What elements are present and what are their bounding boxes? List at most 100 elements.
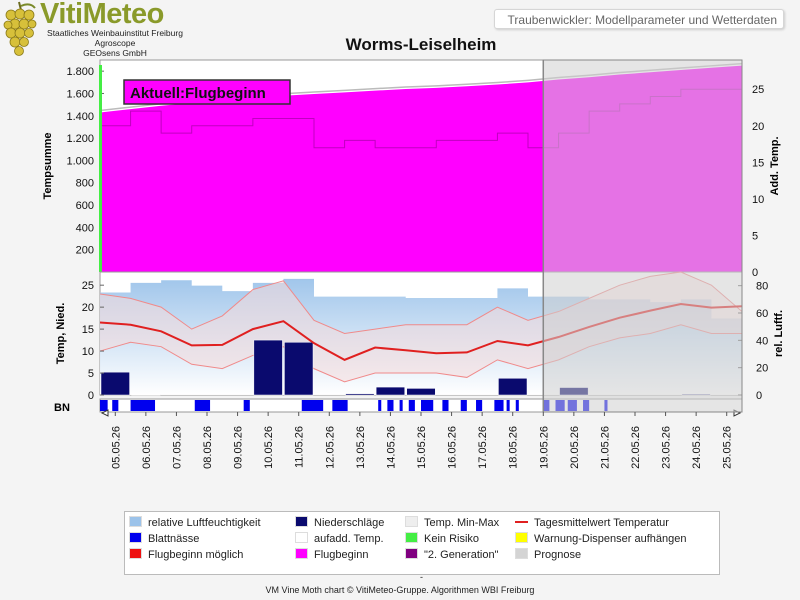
date-label: 15.05.26 — [416, 426, 428, 469]
bottom-left-tick-label: 15 — [82, 324, 94, 336]
precip-bar — [345, 393, 375, 396]
org-line-2: Agroscope — [94, 38, 136, 48]
scroll-left-arrow — [100, 409, 109, 417]
precip-bar — [375, 386, 405, 396]
precip-bar — [498, 378, 528, 396]
date-label: 21.05.26 — [599, 426, 611, 469]
legend-label: Prognose — [534, 549, 582, 561]
legend-swatch — [515, 521, 528, 523]
date-label: 13.05.26 — [355, 426, 367, 469]
footer-credit: VM Vine Moth chart © VitiMeteo-Gruppe. A… — [265, 585, 535, 595]
legend-swatch — [129, 516, 142, 527]
legend-item: Warnung-Dispenser aufhängen — [515, 532, 686, 546]
top-left-tick-label: 1.400 — [66, 111, 94, 123]
top-left-axis-label: Tempsumme — [42, 132, 54, 199]
kein-risiko-marker — [99, 65, 102, 272]
legend-swatch — [515, 548, 528, 559]
top-right-tick-label: 5 — [752, 230, 758, 242]
top-left-tick-label: 1.000 — [66, 155, 94, 167]
page-label: Traubenwickler: Modellparameter und Wett… — [494, 9, 784, 29]
date-label: 14.05.26 — [385, 426, 397, 469]
legend-label: Niederschläge — [314, 517, 385, 529]
bottom-right-tick-label: 80 — [756, 281, 768, 293]
date-label: 11.05.26 — [294, 426, 306, 468]
vine-moth-chart: Worms-Leiselheim2004006008001.0001.2001.… — [42, 35, 785, 469]
legend-label: "2. Generation" — [424, 549, 499, 561]
bottom-right-tick-label: 60 — [756, 308, 768, 320]
legend-swatch — [405, 548, 418, 559]
top-left-tick-label: 200 — [76, 245, 94, 257]
leaf-wetness-mark — [378, 400, 382, 411]
legend-label: Kein Risiko — [424, 533, 480, 545]
legend-label: Flugbeginn möglich — [148, 549, 244, 561]
top-left-tick-label: 800 — [76, 178, 94, 190]
bottom-right-tick-label: 40 — [756, 335, 768, 347]
top-right-tick-label: 15 — [752, 157, 764, 169]
date-label: 16.05.26 — [447, 426, 459, 469]
top-right-tick-label: 25 — [752, 84, 764, 96]
legend-swatch — [295, 548, 308, 559]
temp-range-band — [100, 272, 742, 382]
leaf-wetness-mark — [112, 400, 119, 411]
leaf-wetness-mark — [100, 400, 108, 411]
legend-label: Flugbeginn — [314, 549, 369, 561]
date-label: 22.05.26 — [630, 426, 642, 469]
status-label-text: Aktuell:Flugbeginn — [130, 85, 266, 102]
precip-bar — [284, 342, 314, 396]
leaf-wetness-mark — [130, 400, 156, 411]
date-label: 17.05.26 — [477, 426, 489, 469]
leaf-wetness-mark — [494, 400, 504, 411]
leaf-wetness-mark — [399, 400, 403, 411]
bn-label: BN — [54, 402, 70, 414]
date-label: 24.05.26 — [691, 426, 703, 469]
legend-item: aufadd. Temp. — [295, 532, 384, 546]
leaf-wetness-mark — [301, 400, 324, 411]
top-right-tick-label: 20 — [752, 121, 764, 133]
org-line-1: Staatliches Weinbauinstitut Freiburg — [47, 28, 183, 38]
date-label: 25.05.26 — [722, 426, 734, 469]
date-label: 19.05.26 — [538, 426, 550, 469]
top-right-axis-label: Add. Temp. — [769, 136, 781, 195]
leaf-wetness-mark — [515, 400, 519, 411]
top-right-tick-label: 0 — [752, 267, 758, 279]
date-label: 09.05.26 — [233, 426, 245, 469]
legend-swatch — [405, 532, 418, 543]
leaf-wetness-mark — [408, 400, 415, 411]
precip-bar — [100, 371, 130, 396]
leaf-wetness-mark — [476, 400, 483, 411]
date-label: 05.05.26 — [110, 426, 122, 469]
forecast-overlay — [542, 59, 743, 413]
leaf-wetness-mark — [421, 400, 434, 411]
legend-item: "2. Generation" — [405, 548, 498, 562]
legend-label: aufadd. Temp. — [314, 533, 384, 545]
legend-item: Prognose — [515, 548, 581, 562]
top-right-tick-label: 10 — [752, 194, 764, 206]
leaf-wetness-mark — [332, 400, 348, 411]
legend-swatch — [515, 532, 528, 543]
date-label: 23.05.26 — [661, 426, 673, 469]
date-label: 20.05.26 — [569, 426, 581, 469]
legend-item: Temp. Min-Max — [405, 516, 499, 530]
top-left-tick-label: 1.600 — [66, 88, 94, 100]
precip-bar — [406, 388, 436, 396]
leaf-wetness-mark — [387, 400, 394, 411]
leaf-wetness-mark — [442, 400, 449, 411]
date-label: 08.05.26 — [202, 426, 214, 469]
bottom-left-tick-label: 5 — [88, 368, 94, 380]
bottom-right-axis-label: rel. Luftf. — [773, 310, 785, 357]
legend-item: Tagesmittelwert Temperatur — [515, 516, 669, 530]
leaf-wetness-mark — [194, 400, 211, 411]
date-label: 12.05.26 — [324, 426, 336, 469]
leaf-wetness-mark — [460, 400, 467, 411]
legend-item: Flugbeginn — [295, 548, 368, 562]
bottom-left-tick-label: 20 — [82, 302, 94, 314]
legend-swatch — [295, 516, 308, 527]
date-label: 18.05.26 — [508, 426, 520, 469]
grape-cluster-icon — [3, 1, 37, 56]
bottom-left-tick-label: 10 — [82, 346, 94, 358]
legend-label: Blattnässe — [148, 533, 200, 545]
legend-item: Kein Risiko — [405, 532, 479, 546]
legend-item: Niederschläge — [295, 516, 384, 530]
bottom-left-tick-label: 0 — [88, 390, 94, 402]
status-label-box — [123, 79, 291, 105]
